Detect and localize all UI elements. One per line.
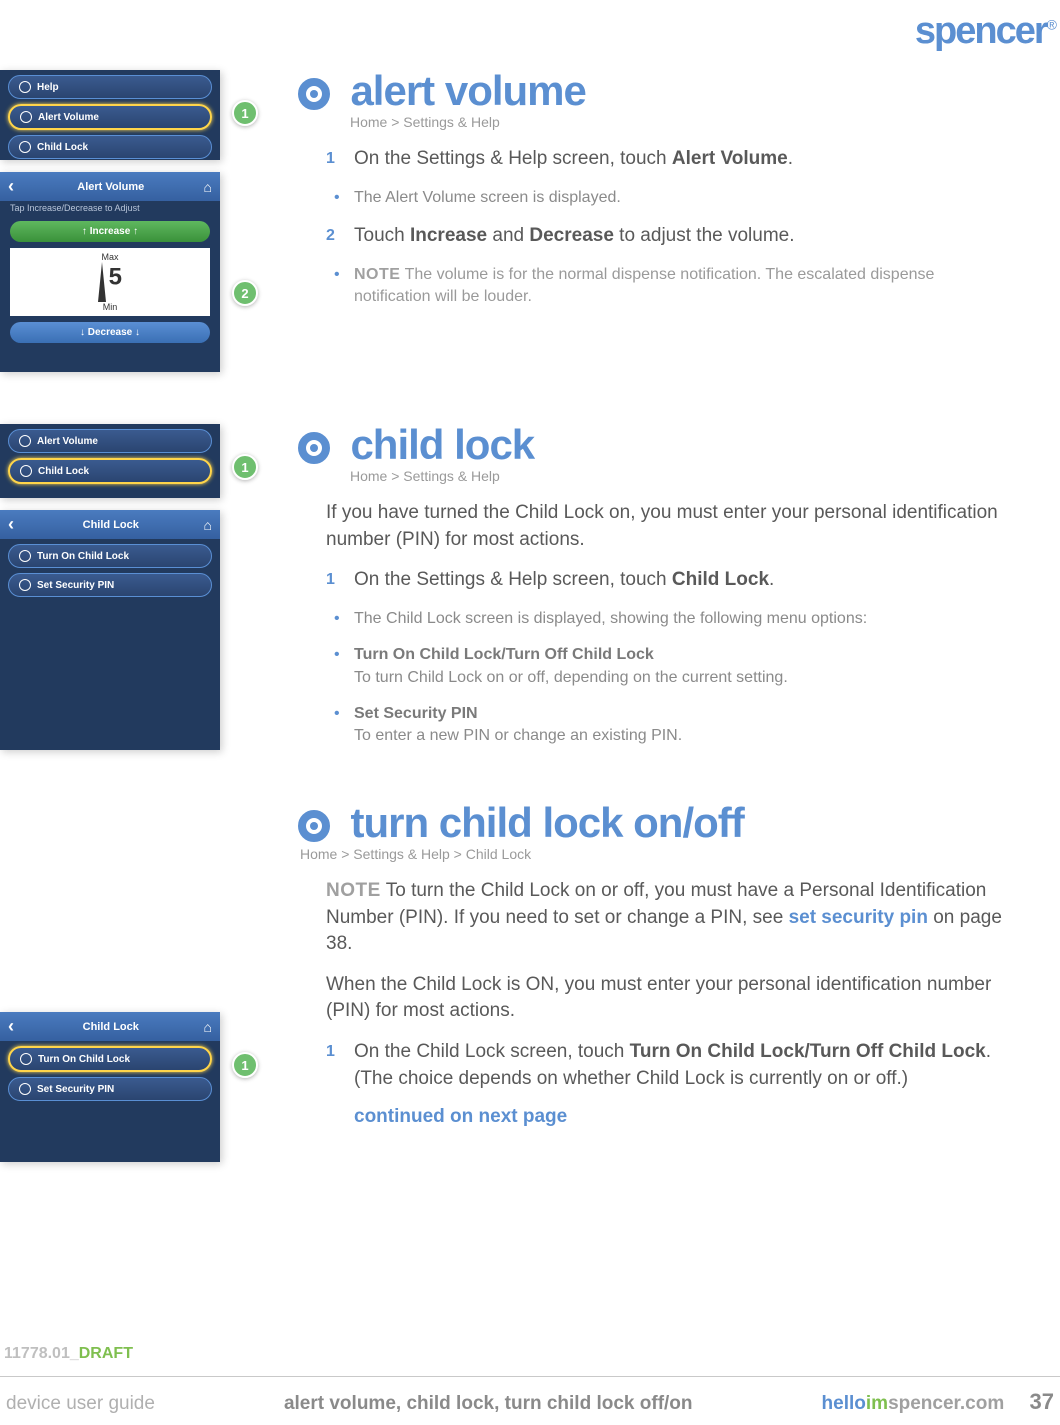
continued-label: continued on next page <box>354 1106 1010 1128</box>
screenshot-settings-menu-2: Alert Volume Child Lock <box>0 424 220 498</box>
brand-logo: spencer® <box>915 10 1055 53</box>
ps-row-child-lock: Child Lock <box>8 135 212 159</box>
footer-section: alert volume, child lock, turn child loc… <box>284 1393 693 1415</box>
callout-badge-1: 1 <box>232 100 258 126</box>
screenshot-child-lock-menu: Child Lock Turn On Child Lock Set Securi… <box>0 510 220 750</box>
ps-row-child-lock-2: Child Lock <box>8 458 212 484</box>
ps-row-alert-volume: Alert Volume <box>8 104 212 130</box>
screenshot-child-lock-menu-2: Child Lock Turn On Child Lock Set Securi… <box>0 1012 220 1162</box>
section-title: alert volume <box>350 70 585 112</box>
ps-row-set-pin-2: Set Security PIN <box>8 1077 212 1101</box>
section-child-lock: Alert Volume Child Lock 1 Child Lock Tur… <box>0 424 1030 762</box>
footer-rule <box>0 1376 1060 1377</box>
footer-url: helloimspencer.com <box>822 1393 1010 1414</box>
section-title: turn child lock on/off <box>350 802 743 844</box>
breadcrumb: Home > Settings & Help <box>350 114 1010 130</box>
section-title: child lock <box>350 424 534 466</box>
section-alert-volume: Help Alert Volume Child Lock 1 Alert Vol… <box>0 70 1030 384</box>
para-2: When the Child Lock is ON, you must ente… <box>326 972 1010 1025</box>
footer-page: 37 <box>1030 1389 1054 1414</box>
option-1: Turn On Child Lock/Turn Off Child Lock T… <box>326 644 1010 689</box>
bullseye-icon <box>298 432 330 464</box>
ps-row-set-pin: Set Security PIN <box>8 573 212 597</box>
footer-bar: device user guide alert volume, child lo… <box>0 1389 1060 1415</box>
screenshot-alert-volume: Alert Volume Tap Increase/Decrease to Ad… <box>0 172 220 372</box>
callout-badge-2: 2 <box>232 280 258 306</box>
callout-badge-cl1: 1 <box>232 454 258 480</box>
footer-guide: device user guide <box>6 1393 155 1415</box>
ps-row-turn-on-2: Turn On Child Lock <box>8 1046 212 1072</box>
step-1: 1 On the Settings & Help screen, touch A… <box>326 146 1010 173</box>
option-2: Set Security PIN To enter a new PIN or c… <box>326 703 1010 748</box>
breadcrumb: Home > Settings & Help <box>350 468 1010 484</box>
ps-row-alert-volume-2: Alert Volume <box>8 429 212 453</box>
note: NOTE The volume is for the normal dispen… <box>326 264 1010 309</box>
intro-text: If you have turned the Child Lock on, yo… <box>326 500 1010 553</box>
bullseye-icon <box>298 78 330 110</box>
section-turn-child-lock: Child Lock Turn On Child Lock Set Securi… <box>0 802 1030 1174</box>
breadcrumb: Home > Settings & Help > Child Lock <box>300 846 1010 862</box>
step-1: 1 On the Settings & Help screen, touch C… <box>326 567 1010 594</box>
screenshot-settings-menu: Help Alert Volume Child Lock <box>0 70 220 160</box>
substep: The Child Lock screen is displayed, show… <box>326 608 1010 630</box>
step-1: 1 On the Child Lock screen, touch Turn O… <box>326 1039 1010 1092</box>
ps-row-help: Help <box>8 75 212 99</box>
page-content: Help Alert Volume Child Lock 1 Alert Vol… <box>0 70 1060 1214</box>
callout-badge-tcl1: 1 <box>232 1052 258 1078</box>
step-2: 2 Touch Increase and Decrease to adjust … <box>326 223 1010 250</box>
link-set-security-pin[interactable]: set security pin <box>789 907 928 928</box>
ps-row-turn-on: Turn On Child Lock <box>8 544 212 568</box>
substep: The Alert Volume screen is displayed. <box>326 187 1010 209</box>
note-text: NOTE To turn the Child Lock on or off, y… <box>326 878 1010 958</box>
footer-draft: 11778.01_DRAFT <box>4 1345 133 1363</box>
bullseye-icon <box>298 810 330 842</box>
